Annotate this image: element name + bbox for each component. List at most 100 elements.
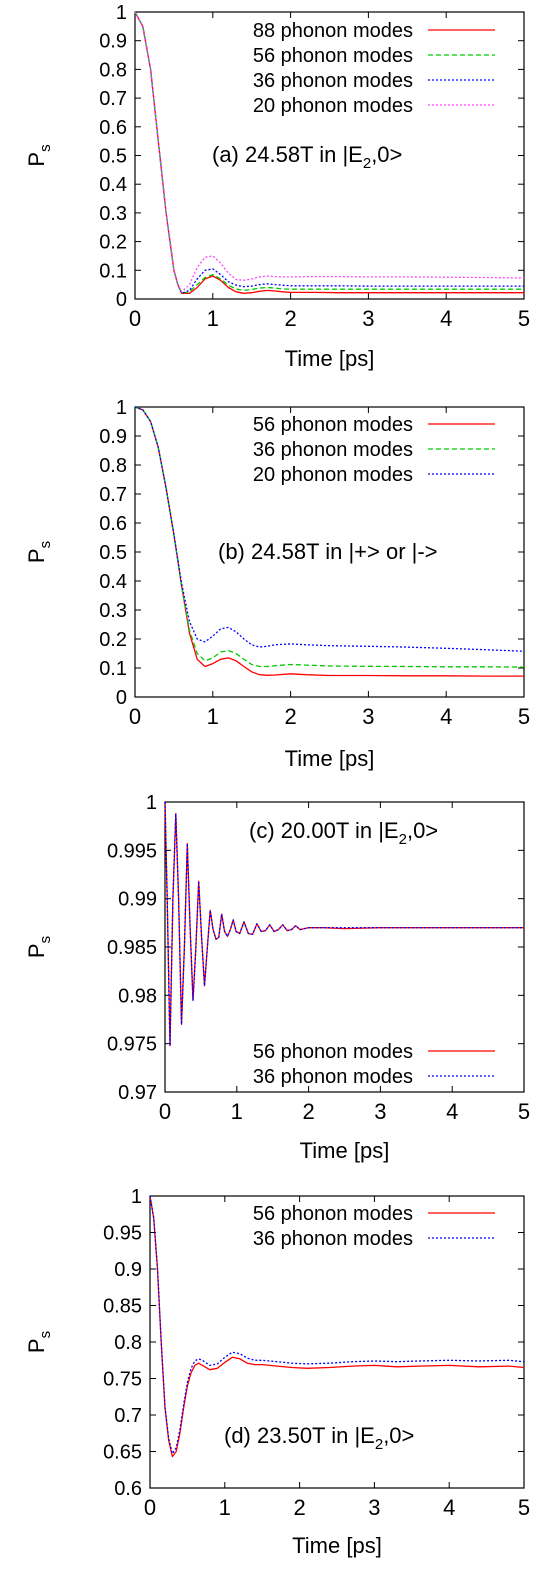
y-tick-label: 0.4 bbox=[99, 571, 127, 593]
legend-label: 56 phonon modes bbox=[253, 414, 413, 436]
annotation-text: (a) 24.58T in |E bbox=[212, 142, 363, 167]
y-tick-label: 0.9 bbox=[114, 1259, 142, 1281]
y-axis-label-subscript: s bbox=[37, 936, 54, 944]
y-tick-label: 0.5 bbox=[99, 146, 127, 168]
annotation-end: ,0> bbox=[371, 142, 402, 167]
x-tick-label: 0 bbox=[159, 1099, 171, 1124]
y-tick-label: 0.995 bbox=[107, 840, 157, 862]
legend-label: 20 phonon modes bbox=[253, 464, 413, 486]
y-tick-label: 0.3 bbox=[99, 600, 127, 622]
legend-label: 36 phonon modes bbox=[253, 1066, 413, 1088]
annotation-end: ,0> bbox=[383, 1423, 414, 1448]
legend-label: 88 phonon modes bbox=[253, 20, 413, 42]
x-tick-label: 4 bbox=[446, 1099, 458, 1124]
x-tick-label: 1 bbox=[207, 306, 219, 331]
y-axis-label: Ps bbox=[24, 541, 54, 563]
y-tick-label: 1 bbox=[131, 1186, 142, 1208]
series-line-56-phonon-modes bbox=[134, 11, 524, 294]
x-tick-label: 1 bbox=[231, 1099, 243, 1124]
y-tick-label: 1 bbox=[146, 792, 157, 814]
panel-d: 0 1 2 3 4 5 0.6 0.65 0.7 0.75 0.8 0.85 0.9 0.95 1 56 ph… bbox=[24, 1186, 530, 1558]
x-tick-label: 1 bbox=[207, 704, 219, 729]
y-axis-label: Ps bbox=[24, 936, 54, 958]
y-tick-label: 0 bbox=[116, 687, 127, 709]
panel-c: 0 1 2 3 4 5 0.97 0.975 0.98 0.985 0.99 0.995 1 56 pho… bbox=[24, 792, 530, 1163]
y-tick-label: 0.6 bbox=[99, 117, 127, 139]
annotation-text: (d) 23.50T in |E bbox=[224, 1423, 375, 1448]
y-tick-label: 0.85 bbox=[103, 1296, 142, 1318]
panel-annotation: (b) 24.58T in |+> or |-> bbox=[218, 539, 438, 564]
annotation-text: (c) 20.00T in |E bbox=[249, 818, 399, 843]
y-tick-label: 0.7 bbox=[99, 88, 127, 110]
y-tick-label: 0.6 bbox=[99, 513, 127, 535]
x-tick-label: 2 bbox=[293, 1495, 305, 1520]
y-tick-label: 0.99 bbox=[118, 889, 157, 911]
y-tick-label: 1 bbox=[116, 2, 127, 24]
legend-label: 56 phonon modes bbox=[253, 45, 413, 67]
y-tick-label: 0.985 bbox=[107, 937, 157, 959]
annotation-text: (b) 24.58T in |+> or |-> bbox=[218, 539, 438, 564]
panel-annotation: (a) 24.58T in |E2,0> bbox=[212, 142, 402, 172]
legend-label: 36 phonon modes bbox=[253, 439, 413, 461]
x-tick-label: 5 bbox=[518, 1495, 530, 1520]
y-tick-label: 0.4 bbox=[99, 174, 127, 196]
panel-a: 0 1 2 3 4 5 0 0.1 0.2 0.3 0.4 0.5 0.6 0.7 0.8 0.9 1 88 ph… bbox=[24, 2, 530, 371]
y-tick-label: 0.1 bbox=[99, 260, 127, 282]
x-tick-label: 3 bbox=[374, 1099, 386, 1124]
y-axis-label-subscript: s bbox=[37, 1331, 54, 1339]
y-tick-label: 0.2 bbox=[99, 232, 127, 254]
x-axis-label: Time [ps] bbox=[285, 346, 375, 371]
y-axis-label: Ps bbox=[24, 144, 54, 166]
y-tick-label: 0.1 bbox=[99, 658, 127, 680]
y-tick-label: 0 bbox=[116, 289, 127, 311]
x-tick-label: 2 bbox=[302, 1099, 314, 1124]
y-tick-label: 0.8 bbox=[114, 1332, 142, 1354]
annotation-subscript: 2 bbox=[363, 155, 371, 172]
x-tick-label: 5 bbox=[518, 1099, 530, 1124]
y-tick-label: 0.8 bbox=[99, 59, 127, 81]
annotation-end: ,0> bbox=[407, 818, 438, 843]
y-axis-label-main: P bbox=[24, 943, 49, 958]
y-tick-label: 0.7 bbox=[99, 484, 127, 506]
panel-annotation: (c) 20.00T in |E2,0> bbox=[249, 818, 438, 848]
x-tick-label: 4 bbox=[440, 704, 452, 729]
x-tick-label: 1 bbox=[219, 1495, 231, 1520]
y-tick-label: 0.9 bbox=[99, 426, 127, 448]
y-axis-label-main: P bbox=[24, 152, 49, 167]
x-tick-label: 0 bbox=[144, 1495, 156, 1520]
y-tick-label: 0.3 bbox=[99, 203, 127, 225]
annotation-subscript: 2 bbox=[399, 831, 407, 848]
y-tick-label: 0.975 bbox=[107, 1034, 157, 1056]
x-tick-label: 4 bbox=[443, 1495, 455, 1520]
x-tick-label: 0 bbox=[129, 306, 141, 331]
series-line-36-phonon-modes bbox=[149, 1195, 525, 1455]
series-line-36-phonon-modes bbox=[134, 11, 524, 294]
y-tick-label: 0.5 bbox=[99, 542, 127, 564]
panel-b: 0 1 2 3 4 5 0 0.1 0.2 0.3 0.4 0.5 0.6 0.7 0.8 0.9 1 56 ph… bbox=[24, 397, 530, 771]
panel-annotation: (d) 23.50T in |E2,0> bbox=[224, 1423, 414, 1453]
y-tick-label: 0.65 bbox=[103, 1442, 142, 1464]
series-line-20-phonon-modes bbox=[134, 11, 525, 293]
y-tick-label: 0.75 bbox=[103, 1369, 142, 1391]
y-axis-label-subscript: s bbox=[37, 541, 54, 549]
y-tick-label: 0.2 bbox=[99, 629, 127, 651]
legend-label: 56 phonon modes bbox=[253, 1203, 413, 1225]
x-axis-label: Time [ps] bbox=[292, 1533, 382, 1558]
x-tick-label: 3 bbox=[362, 306, 374, 331]
x-tick-label: 4 bbox=[440, 306, 452, 331]
legend-label: 36 phonon modes bbox=[253, 70, 413, 92]
series-line-36-phonon-modes bbox=[164, 801, 524, 1047]
x-axis-label: Time [ps] bbox=[285, 746, 375, 771]
y-tick-label: 0.6 bbox=[114, 1478, 142, 1500]
x-tick-label: 3 bbox=[362, 704, 374, 729]
y-tick-label: 0.98 bbox=[118, 985, 157, 1007]
legend-label: 56 phonon modes bbox=[253, 1041, 413, 1063]
y-tick-label: 0.7 bbox=[114, 1405, 142, 1427]
y-tick-label: 0.97 bbox=[118, 1082, 157, 1104]
x-tick-label: 2 bbox=[284, 306, 296, 331]
y-tick-label: 0.95 bbox=[103, 1223, 142, 1245]
x-tick-label: 2 bbox=[284, 704, 296, 729]
y-axis-label-main: P bbox=[24, 1338, 49, 1353]
x-tick-label: 5 bbox=[518, 704, 530, 729]
